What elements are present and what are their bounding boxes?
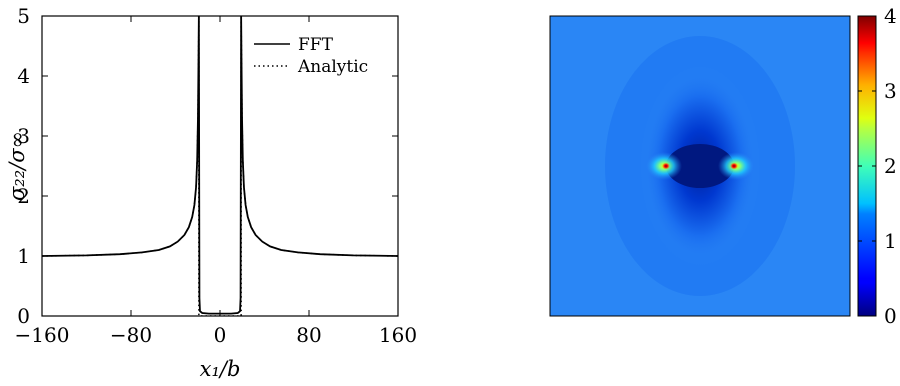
heatmap-chart: 0 1 2 3 4	[549, 4, 897, 328]
y-axis-label: σ₂₂/σ∞	[5, 131, 29, 201]
colorbar-tick-label: 0	[884, 304, 897, 328]
y-axis: 0 1 2 3 4 5	[17, 4, 398, 328]
y-tick-label: 3	[17, 124, 30, 148]
colorbar-tick-label: 3	[884, 79, 897, 103]
colorbar-ticks: 0 1 2 3 4	[858, 4, 897, 328]
x-tick-label: 80	[296, 323, 321, 347]
legend: FFT Analytic	[254, 35, 368, 77]
heatmap-hotspot-right	[730, 162, 738, 170]
x-axis: −160 −80 0 80 160	[15, 16, 417, 347]
line-chart: −160 −80 0 80 160 0 1 2 3 4 5 x₁/b σ₂₂/σ∞ FFT Ana…	[5, 4, 417, 381]
x-tick-label: −80	[110, 323, 152, 347]
y-tick-label: 2	[17, 184, 30, 208]
y-tick-label: 1	[17, 244, 30, 268]
x-axis-label: x₁/b	[200, 357, 241, 381]
x-tick-label: −160	[15, 323, 70, 347]
colorbar-tick-label: 4	[884, 4, 897, 28]
colorbar-tick-label: 2	[884, 154, 897, 178]
heatmap-core	[666, 144, 734, 188]
y-tick-label: 0	[17, 304, 30, 328]
heatmap-frame	[549, 15, 851, 317]
legend-label-fft: FFT	[298, 35, 334, 55]
legend-label-analytic: Analytic	[297, 57, 368, 77]
heatmap-hotspot-left	[662, 162, 670, 170]
x-tick-label: 160	[379, 323, 417, 347]
x-tick-label: 0	[214, 323, 227, 347]
y-tick-label: 4	[17, 64, 30, 88]
y-tick-label: 5	[17, 4, 30, 28]
colorbar-tick-label: 1	[884, 229, 897, 253]
